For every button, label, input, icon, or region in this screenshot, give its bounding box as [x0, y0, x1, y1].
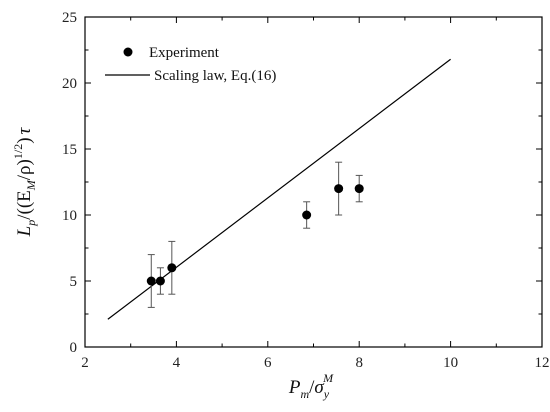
experiment-marker — [334, 184, 344, 194]
experiment-data-point — [167, 240, 177, 295]
y-tick-label: 25 — [62, 10, 77, 26]
scaling-law-line — [107, 58, 451, 320]
axis-tick-labels: 2 4 6 8 10 12 0 5 10 15 20 25 — [62, 10, 550, 371]
x-tick-label: 2 — [81, 355, 89, 371]
experiment-data-point — [354, 174, 364, 203]
y-tick-label: 0 — [70, 340, 78, 356]
experiment-data-point — [334, 161, 344, 216]
x-tick-label: 6 — [264, 355, 272, 371]
plot-content — [107, 58, 451, 320]
y-tick-label: 10 — [62, 208, 77, 224]
legend-marker-experiment — [123, 47, 133, 57]
axis-ticks — [84, 16, 543, 348]
experiment-marker — [146, 276, 156, 286]
x-tick-label: 10 — [443, 355, 458, 371]
y-tick-label: 15 — [62, 142, 77, 158]
experiment-marker — [167, 263, 177, 273]
legend-label-scaling-law: Scaling law, Eq.(16) — [154, 68, 276, 84]
y-tick-label: 20 — [62, 76, 77, 92]
x-tick-label: 4 — [173, 355, 181, 371]
x-tick-label: 12 — [535, 355, 550, 371]
experiment-data-point — [146, 254, 156, 308]
x-tick-label: 8 — [355, 355, 363, 371]
y-axis-title: Lp/((EM/ρ)1/2)τ — [11, 126, 38, 237]
x-axis-title: Pm/σyM — [288, 371, 334, 401]
experiment-marker — [155, 276, 165, 286]
experiment-marker — [302, 210, 312, 220]
legend: Experiment Scaling law, Eq.(16) — [105, 45, 276, 84]
plot-frame — [84, 16, 543, 348]
y-tick-label: 5 — [70, 274, 78, 290]
legend-label-experiment: Experiment — [149, 45, 220, 61]
experiment-data-point — [302, 201, 312, 229]
experiment-marker — [354, 184, 364, 194]
experiment-data-point — [155, 267, 165, 295]
